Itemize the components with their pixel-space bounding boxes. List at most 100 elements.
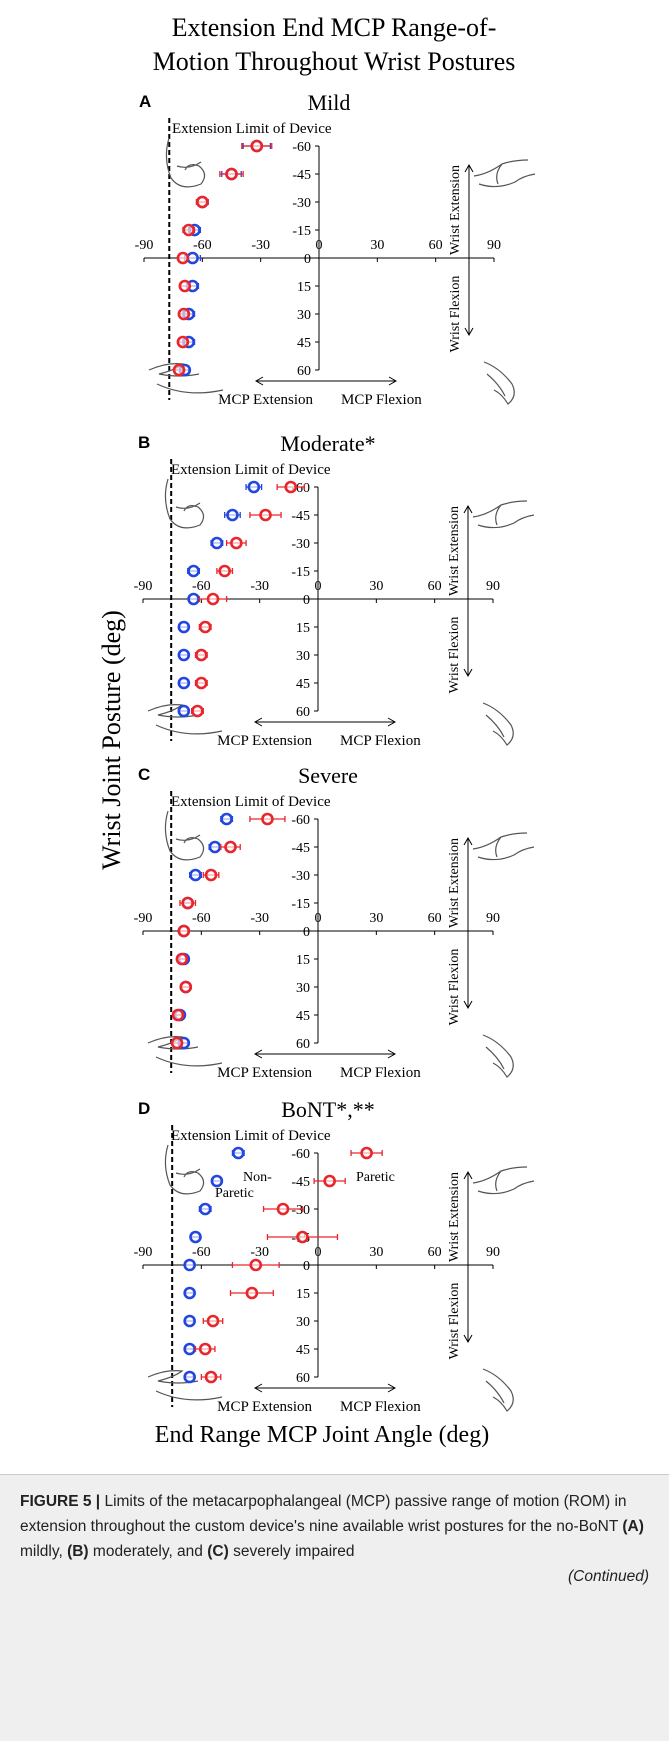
hand-icon [484, 362, 514, 404]
x-tick-label: 0 [315, 579, 322, 594]
y-tick-label: -30 [291, 1203, 310, 1218]
limit-label: Extension Limit of Device [171, 462, 331, 478]
data-point [208, 594, 218, 604]
x-tick-label: -60 [192, 1245, 211, 1260]
x-tick-label: -30 [250, 579, 269, 594]
x-tick-label: 60 [428, 579, 442, 594]
data-point [247, 1288, 257, 1298]
y-tick-label: 45 [296, 677, 310, 692]
y-tick-label: 0 [303, 1259, 310, 1274]
data-point [362, 1148, 372, 1158]
y-tick-label: 60 [296, 1037, 310, 1052]
y-tick-label: 30 [296, 649, 310, 664]
data-point [179, 622, 189, 632]
x-tick-label: -60 [192, 911, 211, 926]
data-point [185, 1316, 195, 1326]
hand-icon [474, 160, 535, 187]
data-point [185, 1344, 195, 1354]
x-tick-label: -30 [250, 911, 269, 926]
caption-segment: (B) [67, 1543, 89, 1560]
panel-title: Moderate* [280, 431, 375, 456]
data-point [200, 1204, 210, 1214]
y-tick-label: 15 [296, 621, 310, 636]
direction-label: Wrist Extension [448, 165, 463, 255]
data-point [251, 1260, 261, 1270]
x-tick-label: 60 [429, 238, 443, 253]
hand-icon [483, 703, 513, 745]
hand-icon [473, 1167, 534, 1194]
data-point [231, 538, 241, 548]
limit-label: Extension Limit of Device [171, 794, 331, 810]
data-point [185, 1260, 195, 1270]
data-point [226, 842, 236, 852]
direction-label: MCP Flexion [340, 1399, 421, 1415]
caption-segment: severely impaired [229, 1543, 355, 1560]
figure: Extension End MCP Range-of- Motion Throu… [0, 0, 669, 1474]
data-point [208, 1316, 218, 1326]
arrow [464, 1172, 472, 1342]
data-point [178, 337, 188, 347]
x-tick-label: 90 [487, 238, 501, 253]
y-tick-label: -60 [291, 1147, 310, 1162]
data-point [180, 281, 190, 291]
data-point [181, 982, 191, 992]
data-point [233, 1148, 243, 1158]
caption-continued: (Continued) [20, 1564, 649, 1589]
arrow [255, 1050, 395, 1058]
arrow [465, 165, 473, 335]
x-tick-label: -90 [134, 1245, 153, 1260]
direction-label: MCP Flexion [340, 733, 421, 749]
y-tick-label: -45 [291, 509, 310, 524]
hand-icon [483, 1369, 513, 1411]
panel-title: Mild [308, 90, 351, 115]
panel-letter: A [139, 92, 151, 111]
y-tick-label: 0 [303, 593, 310, 608]
x-tick-label: 30 [370, 238, 384, 253]
x-tick-label: 30 [369, 579, 383, 594]
x-tick-label: -90 [134, 911, 153, 926]
y-tick-label: 60 [296, 705, 310, 720]
annotation: Paretic [215, 1186, 254, 1201]
y-tick-label: 15 [296, 953, 310, 968]
data-point [252, 141, 262, 151]
data-point [222, 814, 232, 824]
hand-icon [473, 833, 534, 860]
direction-label: MCP Extension [217, 1065, 312, 1081]
y-tick-label: -45 [292, 168, 311, 183]
hand-icon [483, 1035, 513, 1077]
x-tick-label: 90 [486, 1245, 500, 1260]
data-point [206, 870, 216, 880]
direction-label: Wrist Extension [447, 506, 462, 596]
direction-label: Wrist Flexion [447, 1283, 462, 1360]
x-tick-label: 90 [486, 579, 500, 594]
direction-label: Wrist Flexion [447, 949, 462, 1026]
x-tick-label: -90 [135, 238, 154, 253]
x-tick-label: -90 [134, 579, 153, 594]
arrow [255, 718, 395, 726]
data-point [297, 1232, 307, 1242]
x-tick-label: 0 [315, 911, 322, 926]
arrow [464, 838, 472, 1008]
annotation: Paretic [356, 1170, 395, 1185]
y-tick-label: 45 [296, 1343, 310, 1358]
y-tick-label: 30 [297, 308, 311, 323]
x-tick-label: -60 [192, 579, 211, 594]
data-point [249, 482, 259, 492]
data-point [278, 1204, 288, 1214]
arrow [464, 506, 472, 676]
data-point [191, 870, 201, 880]
x-tick-label: 0 [316, 238, 323, 253]
data-point [227, 169, 237, 179]
y-tick-label: 15 [296, 1287, 310, 1302]
hand-icon [165, 1145, 203, 1194]
data-point [177, 954, 187, 964]
page: {"figure": {"title_lines": ["Extension E… [0, 0, 669, 1741]
x-tick-label: 30 [369, 911, 383, 926]
panel-letter: C [138, 765, 150, 784]
data-point [261, 510, 271, 520]
panel-title: Severe [298, 763, 358, 788]
data-point [220, 566, 230, 576]
data-point [179, 650, 189, 660]
x-tick-label: 90 [486, 911, 500, 926]
x-tick-label: 60 [428, 1245, 442, 1260]
